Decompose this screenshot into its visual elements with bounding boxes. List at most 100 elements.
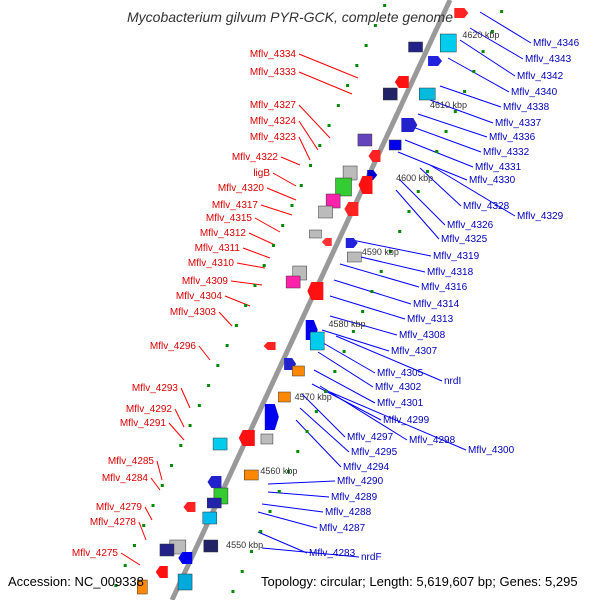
gene-feature[interactable] bbox=[344, 202, 359, 216]
gene-feature[interactable] bbox=[137, 579, 148, 595]
right-gene-label[interactable]: Mflv_4301 bbox=[377, 398, 424, 409]
left-gene-label[interactable]: Mflv_4312 bbox=[200, 228, 247, 239]
right-gene-label[interactable]: Mflv_4328 bbox=[463, 201, 510, 212]
left-gene-label[interactable]: Mflv_4279 bbox=[96, 502, 143, 513]
gene-feature[interactable] bbox=[207, 476, 222, 488]
right-gene-label[interactable]: Mflv_4290 bbox=[337, 476, 384, 487]
gene-feature[interactable] bbox=[408, 41, 423, 53]
left-gene-label[interactable]: Mflv_4311 bbox=[195, 243, 241, 254]
gene-feature[interactable] bbox=[263, 342, 276, 350]
gene-feature[interactable] bbox=[285, 275, 301, 289]
gene-feature[interactable] bbox=[428, 56, 443, 66]
gene-feature[interactable] bbox=[345, 238, 358, 248]
left-gene-label[interactable]: Mflv_4292 bbox=[126, 404, 173, 415]
gene-feature[interactable] bbox=[368, 150, 381, 162]
gene-feature[interactable] bbox=[418, 87, 436, 101]
gene-feature[interactable] bbox=[155, 566, 168, 578]
gene-feature[interactable] bbox=[309, 229, 322, 239]
gene-feature[interactable] bbox=[357, 133, 373, 147]
gene-feature[interactable] bbox=[318, 205, 333, 219]
right-gene-label[interactable]: Mflv_4283 bbox=[309, 548, 356, 559]
gene-feature[interactable] bbox=[325, 193, 341, 209]
gene-feature[interactable] bbox=[439, 33, 457, 53]
right-gene-label[interactable]: Mflv_4338 bbox=[503, 102, 550, 113]
right-gene-label[interactable]: Mflv_4307 bbox=[391, 346, 438, 357]
gene-feature[interactable] bbox=[183, 502, 196, 512]
left-gene-label[interactable]: Mflv_4296 bbox=[150, 341, 197, 352]
right-gene-label[interactable]: Mflv_4294 bbox=[343, 462, 390, 473]
left-gene-label[interactable]: Mflv_4303 bbox=[170, 307, 217, 318]
gene-feature[interactable] bbox=[177, 573, 193, 591]
left-gene-label[interactable]: Mflv_4291 bbox=[120, 418, 167, 429]
right-gene-label[interactable]: Mflv_4343 bbox=[525, 54, 572, 65]
left-gene-label[interactable]: Mflv_4327 bbox=[250, 100, 297, 111]
left-gene-label[interactable]: Mflv_4333 bbox=[250, 67, 297, 78]
gene-feature[interactable] bbox=[243, 469, 259, 481]
left-gene-label[interactable]: Mflv_4293 bbox=[132, 383, 179, 394]
right-gene-label[interactable]: Mflv_4308 bbox=[399, 330, 446, 341]
gene-feature[interactable] bbox=[278, 391, 291, 403]
right-gene-label[interactable]: Mflv_4316 bbox=[421, 282, 468, 293]
gene-feature[interactable] bbox=[382, 87, 398, 101]
right-gene-label[interactable]: Mflv_4337 bbox=[495, 118, 542, 129]
left-gene-label[interactable]: Mflv_4324 bbox=[250, 116, 297, 127]
left-gene-label[interactable]: Mflv_4323 bbox=[250, 132, 297, 143]
right-gene-label[interactable]: Mflv_4342 bbox=[517, 71, 564, 82]
right-gene-label[interactable]: Mflv_4300 bbox=[468, 445, 515, 456]
gene-feature[interactable] bbox=[212, 437, 228, 451]
right-gene-label[interactable]: Mflv_4318 bbox=[427, 267, 474, 278]
left-gene-label[interactable]: Mflv_4334 bbox=[250, 49, 297, 60]
gene-feature[interactable] bbox=[292, 365, 305, 377]
gene-feature[interactable] bbox=[178, 552, 193, 564]
gene-feature[interactable] bbox=[307, 282, 324, 300]
right-gene-label[interactable]: Mflv_4297 bbox=[347, 432, 394, 443]
right-gene-label[interactable]: Mflv_4298 bbox=[409, 435, 456, 446]
left-gene-label[interactable]: Mflv_4284 bbox=[102, 473, 149, 484]
right-gene-label[interactable]: Mflv_4302 bbox=[375, 382, 422, 393]
right-gene-label[interactable]: nrdF bbox=[361, 552, 382, 563]
right-gene-label[interactable]: Mflv_4314 bbox=[413, 299, 460, 310]
right-gene-label[interactable]: Mflv_4346 bbox=[533, 38, 580, 49]
right-gene-label[interactable]: Mflv_4325 bbox=[441, 234, 488, 245]
left-gene-label[interactable]: Mflv_4320 bbox=[218, 183, 265, 194]
right-gene-label[interactable]: Mflv_4299 bbox=[383, 415, 430, 426]
gene-feature[interactable] bbox=[238, 430, 255, 446]
right-gene-label[interactable]: nrdI bbox=[444, 376, 461, 387]
left-gene-label[interactable]: Mflv_4275 bbox=[72, 548, 119, 559]
gene-feature[interactable] bbox=[159, 543, 175, 557]
right-gene-label[interactable]: Mflv_4336 bbox=[489, 132, 536, 143]
gene-feature[interactable] bbox=[335, 177, 352, 197]
right-gene-label[interactable]: Mflv_4331 bbox=[475, 162, 522, 173]
right-gene-label[interactable]: Mflv_4329 bbox=[517, 211, 564, 222]
right-gene-label[interactable]: Mflv_4326 bbox=[447, 220, 494, 231]
gene-feature[interactable] bbox=[358, 176, 373, 194]
left-gene-label[interactable]: Mflv_4278 bbox=[90, 517, 137, 528]
gene-feature[interactable] bbox=[264, 404, 279, 430]
left-gene-label[interactable]: Mflv_4285 bbox=[108, 456, 155, 467]
left-gene-label[interactable]: Mflv_4309 bbox=[182, 276, 229, 287]
left-gene-label[interactable]: Mflv_4304 bbox=[176, 291, 223, 302]
left-gene-label[interactable]: Mflv_4310 bbox=[188, 258, 235, 269]
gene-feature[interactable] bbox=[260, 433, 274, 445]
left-gene-label[interactable]: Mflv_4322 bbox=[232, 152, 279, 163]
right-gene-label[interactable]: Mflv_4289 bbox=[331, 492, 378, 503]
gene-feature[interactable] bbox=[207, 497, 222, 509]
left-gene-label[interactable]: Mflv_4315 bbox=[206, 213, 253, 224]
right-gene-label[interactable]: Mflv_4330 bbox=[469, 175, 516, 186]
right-gene-label[interactable]: Mflv_4287 bbox=[319, 523, 366, 534]
left-gene-label[interactable]: ligB bbox=[253, 168, 270, 179]
right-gene-label[interactable]: Mflv_4305 bbox=[377, 368, 424, 379]
gene-feature[interactable] bbox=[203, 539, 219, 553]
right-gene-label[interactable]: Mflv_4288 bbox=[325, 507, 372, 518]
gene-feature[interactable] bbox=[394, 76, 409, 88]
gene-feature[interactable] bbox=[388, 139, 402, 151]
right-gene-label[interactable]: Mflv_4313 bbox=[407, 314, 454, 325]
left-gene-label[interactable]: Mflv_4317 bbox=[212, 200, 259, 211]
gene-feature[interactable] bbox=[454, 8, 469, 18]
gene-feature[interactable] bbox=[346, 251, 362, 263]
gene-feature[interactable] bbox=[202, 511, 218, 525]
gene-feature[interactable] bbox=[321, 238, 332, 246]
right-gene-label[interactable]: Mflv_4295 bbox=[351, 447, 398, 458]
right-gene-label[interactable]: Mflv_4340 bbox=[511, 87, 558, 98]
gene-feature[interactable] bbox=[401, 118, 418, 132]
